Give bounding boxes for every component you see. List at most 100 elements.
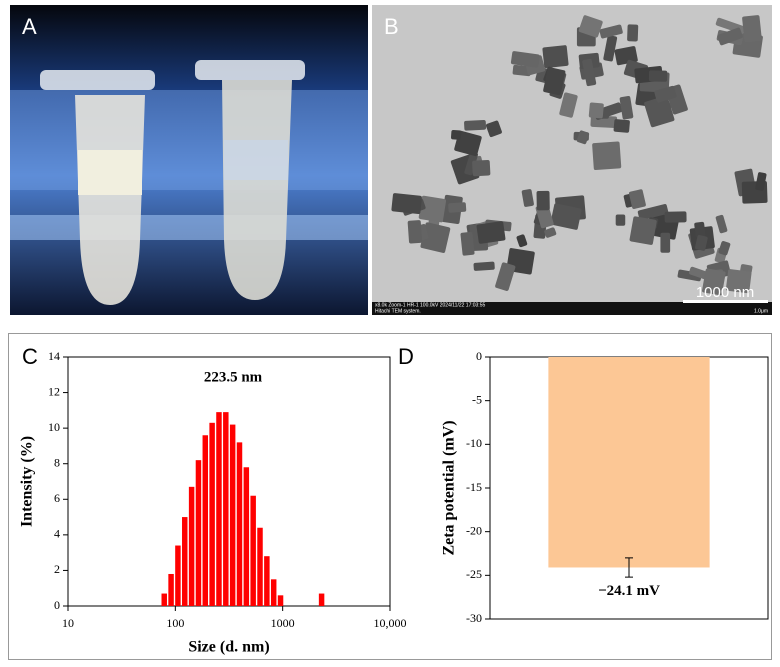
particle (516, 234, 528, 248)
panel-label: A (22, 14, 37, 39)
x-tick-label: 1000 (271, 616, 295, 630)
y-tick-label: -5 (472, 392, 482, 406)
bar (216, 412, 222, 606)
particle (588, 102, 604, 119)
bar (257, 527, 263, 606)
particle (603, 35, 618, 62)
photo-b (372, 5, 772, 315)
particle (627, 24, 639, 42)
y-tick-label: 2 (54, 562, 60, 576)
particle (464, 151, 478, 176)
particle (654, 85, 677, 103)
cap-left (40, 70, 155, 90)
particle (448, 202, 467, 213)
particle (536, 190, 550, 211)
y-tick-label: 12 (48, 384, 60, 398)
y-tick-label: -25 (466, 567, 482, 581)
particle (510, 51, 540, 68)
y-tick-label: -30 (466, 611, 482, 625)
particle (629, 216, 657, 245)
y-tick-label: 14 (48, 349, 60, 363)
particle (599, 24, 623, 39)
particle (418, 195, 447, 223)
particle (614, 46, 638, 66)
y-tick-label: 4 (54, 527, 60, 541)
panel-label: D (398, 344, 414, 369)
plot-frame (67, 356, 391, 607)
y-tick-label: -10 (466, 436, 482, 450)
particle (755, 172, 767, 191)
bar (188, 486, 195, 606)
bar (195, 460, 202, 606)
error-bar (625, 557, 633, 578)
particle (628, 189, 646, 209)
bar (250, 495, 256, 606)
bar (168, 573, 174, 606)
x-tick-label: 100 (166, 616, 184, 630)
panel-label: C (22, 344, 38, 369)
particle (473, 261, 495, 271)
value-label: −24.1 mV (598, 583, 660, 599)
particle (664, 211, 687, 223)
y-tick-label: -20 (466, 523, 482, 537)
particle (454, 130, 482, 157)
particle (715, 214, 728, 234)
suspension (78, 150, 142, 195)
particle (559, 92, 578, 118)
bar (264, 556, 270, 606)
x-tick-label: 10 (62, 616, 74, 630)
particle (592, 141, 622, 171)
particle (407, 220, 423, 244)
particle (718, 241, 731, 256)
particle (702, 268, 726, 296)
particle (660, 232, 671, 253)
bar (202, 435, 209, 606)
particle (476, 221, 506, 244)
bar (161, 593, 167, 606)
particle (472, 159, 491, 177)
bar (236, 442, 243, 606)
particle (578, 15, 603, 38)
bar (243, 467, 250, 606)
annotation: 223.5 nm (204, 369, 263, 385)
particles (391, 15, 768, 296)
y-tick-label: 0 (54, 598, 60, 612)
particle (694, 221, 706, 238)
particle (644, 95, 675, 128)
bar (270, 579, 277, 606)
bar (209, 422, 215, 606)
y-axis-label: Intensity (%) (19, 436, 36, 527)
particle (576, 130, 590, 145)
tem-info: 1.0μm (754, 308, 768, 314)
particle (420, 222, 451, 253)
particle (450, 130, 462, 140)
y-axis-label: Zeta potential (mV) (441, 420, 458, 555)
panel-frame (8, 333, 772, 660)
particle (542, 45, 569, 69)
panel-label: B (384, 14, 399, 39)
bar (175, 545, 181, 606)
tem-info: Hitachi TEM system. (375, 308, 421, 314)
tube-right (222, 80, 292, 300)
supernatant (224, 140, 288, 180)
y-tick-label: 10 (48, 420, 60, 434)
bar (229, 424, 236, 606)
particle (543, 67, 566, 96)
particle (637, 204, 669, 221)
info-bar (372, 302, 772, 315)
particle (486, 120, 502, 138)
particle (464, 119, 487, 131)
bar (277, 595, 284, 606)
particle (619, 96, 634, 120)
particle (460, 231, 475, 256)
scale-bar (683, 300, 768, 303)
particle (550, 203, 582, 230)
bar (182, 517, 188, 606)
particle (613, 119, 630, 133)
particle (544, 227, 557, 238)
y-tick-label: 0 (476, 349, 482, 363)
particle (615, 214, 626, 226)
particle (742, 15, 762, 43)
rack-edge (10, 215, 368, 240)
rack (10, 90, 368, 190)
